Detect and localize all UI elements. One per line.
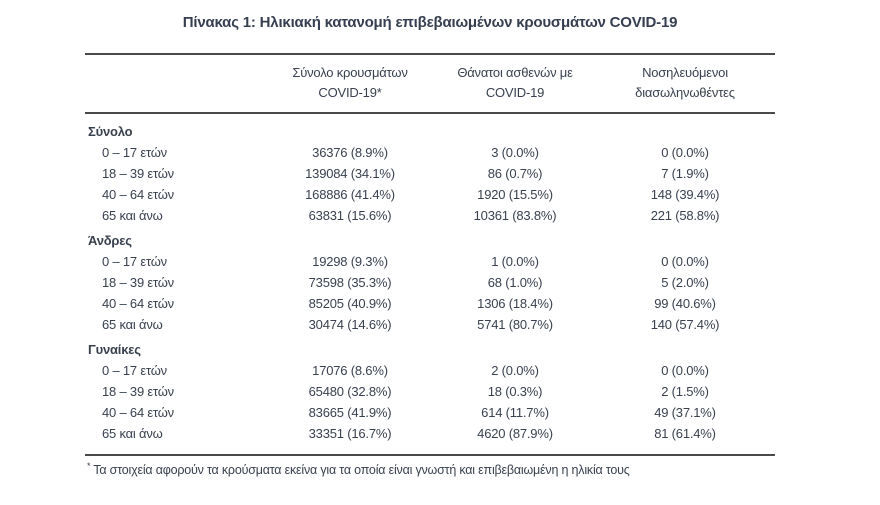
- table-row: 0 – 17 ετών 19298 (9.3%) 1 (0.0%) 0 (0.0…: [85, 251, 775, 272]
- age-label: 0 – 17 ετών: [102, 145, 167, 160]
- table-row: 65 και άνω 63831 (15.6%) 10361 (83.8%) 2…: [85, 205, 775, 226]
- intubated-value: 99 (40.6%): [654, 296, 716, 311]
- table-document: Πίνακας 1: Ηλικιακή κατανομή επιβεβαιωμέ…: [85, 0, 775, 477]
- intubated-value: 49 (37.1%): [654, 405, 716, 420]
- age-label: 18 – 39 ετών: [102, 384, 174, 399]
- header-line: Θάνατοι ασθενών με: [457, 65, 573, 80]
- intubated-value: 221 (58.8%): [650, 208, 720, 223]
- deaths-value: 3 (0.0%): [491, 145, 539, 160]
- deaths-value: 86 (0.7%): [487, 166, 543, 181]
- age-label: 18 – 39 ετών: [102, 275, 174, 290]
- age-label: 0 – 17 ετών: [102, 254, 167, 269]
- table-body: Σύνολο 0 – 17 ετών 36376 (8.9%) 3 (0.0%)…: [85, 114, 775, 454]
- table-row: 18 – 39 ετών 65480 (32.8%) 18 (0.3%) 2 (…: [85, 381, 775, 402]
- intubated-value: 148 (39.4%): [650, 187, 720, 202]
- header-intubated: Νοσηλευόμενοι διασωληνωθέντες: [595, 63, 775, 103]
- table-row: 18 – 39 ετών 73598 (35.3%) 68 (1.0%) 5 (…: [85, 272, 775, 293]
- table-footnote: * Τα στοιχεία αφορούν τα κρούσματα εκείνα…: [85, 461, 775, 477]
- covid-age-table: Σύνολο κρουσμάτων COVID-19* Θάνατοι ασθε…: [85, 53, 775, 456]
- header-line: COVID-19*: [318, 85, 382, 100]
- cases-value: 139084 (34.1%): [305, 166, 395, 181]
- cases-value: 85205 (40.9%): [308, 296, 392, 311]
- table-row: 40 – 64 ετών 83665 (41.9%) 614 (11.7%) 4…: [85, 402, 775, 423]
- header-empty-cell: [85, 63, 265, 103]
- table-row: 0 – 17 ετών 17076 (8.6%) 2 (0.0%) 0 (0.0…: [85, 360, 775, 381]
- table-header-row: Σύνολο κρουσμάτων COVID-19* Θάνατοι ασθε…: [85, 55, 775, 114]
- age-label: 40 – 64 ετών: [102, 187, 174, 202]
- age-label: 18 – 39 ετών: [102, 166, 174, 181]
- deaths-value: 68 (1.0%): [487, 275, 543, 290]
- cases-value: 65480 (32.8%): [308, 384, 392, 399]
- cases-value: 33351 (16.7%): [308, 426, 392, 441]
- section-header-total: Σύνολο: [88, 124, 133, 139]
- table-row: 65 και άνω 30474 (14.6%) 5741 (80.7%) 14…: [85, 314, 775, 335]
- cases-value: 73598 (35.3%): [308, 275, 392, 290]
- header-line: COVID-19: [485, 85, 545, 100]
- header-total-cases: Σύνολο κρουσμάτων COVID-19*: [265, 63, 435, 103]
- age-label: 40 – 64 ετών: [102, 296, 174, 311]
- intubated-value: 0 (0.0%): [661, 145, 709, 160]
- cases-value: 83665 (41.9%): [308, 405, 392, 420]
- intubated-value: 7 (1.9%): [661, 166, 709, 181]
- cases-value: 19298 (9.3%): [312, 254, 388, 269]
- deaths-value: 18 (0.3%): [487, 384, 543, 399]
- intubated-value: 140 (57.4%): [650, 317, 720, 332]
- table-row: 40 – 64 ετών 168886 (41.4%) 1920 (15.5%)…: [85, 184, 775, 205]
- deaths-value: 5741 (80.7%): [477, 317, 553, 332]
- cases-value: 36376 (8.9%): [312, 145, 388, 160]
- footnote-asterisk: *: [87, 461, 91, 471]
- table-row: 0 – 17 ετών 36376 (8.9%) 3 (0.0%) 0 (0.0…: [85, 142, 775, 163]
- table-row: 18 – 39 ετών 139084 (34.1%) 86 (0.7%) 7 …: [85, 163, 775, 184]
- table-row: 40 – 64 ετών 85205 (40.9%) 1306 (18.4%) …: [85, 293, 775, 314]
- age-label: 65 και άνω: [102, 208, 163, 223]
- deaths-value: 1920 (15.5%): [477, 187, 553, 202]
- age-label: 65 και άνω: [102, 426, 163, 441]
- cases-value: 30474 (14.6%): [308, 317, 392, 332]
- deaths-value: 1 (0.0%): [491, 254, 539, 269]
- table-title: Πίνακας 1: Ηλικιακή κατανομή επιβεβαιωμέ…: [182, 14, 678, 31]
- header-line: διασωληνωθέντες: [635, 85, 735, 100]
- intubated-value: 5 (2.0%): [661, 275, 709, 290]
- age-label: 40 – 64 ετών: [102, 405, 174, 420]
- cases-value: 63831 (15.6%): [308, 208, 392, 223]
- section-header-men: Άνδρες: [88, 233, 132, 248]
- age-label: 65 και άνω: [102, 317, 163, 332]
- header-line: Νοσηλευόμενοι: [642, 65, 728, 80]
- cases-value: 17076 (8.6%): [312, 363, 388, 378]
- deaths-value: 10361 (83.8%): [473, 208, 557, 223]
- deaths-value: 4620 (87.9%): [477, 426, 553, 441]
- intubated-value: 0 (0.0%): [661, 254, 709, 269]
- intubated-value: 0 (0.0%): [661, 363, 709, 378]
- intubated-value: 2 (1.5%): [661, 384, 709, 399]
- intubated-value: 81 (61.4%): [654, 426, 716, 441]
- table-row: 65 και άνω 33351 (16.7%) 4620 (87.9%) 81…: [85, 423, 775, 444]
- header-deaths: Θάνατοι ασθενών με COVID-19: [435, 63, 595, 103]
- cases-value: 168886 (41.4%): [305, 187, 395, 202]
- deaths-value: 1306 (18.4%): [477, 296, 553, 311]
- age-label: 0 – 17 ετών: [102, 363, 167, 378]
- deaths-value: 614 (11.7%): [481, 405, 549, 420]
- deaths-value: 2 (0.0%): [491, 363, 539, 378]
- header-line: Σύνολο κρουσμάτων: [292, 65, 408, 80]
- section-header-women: Γυναίκες: [88, 342, 141, 357]
- footnote-text: Τα στοιχεία αφορούν τα κρούσματα εκείνα …: [93, 463, 630, 478]
